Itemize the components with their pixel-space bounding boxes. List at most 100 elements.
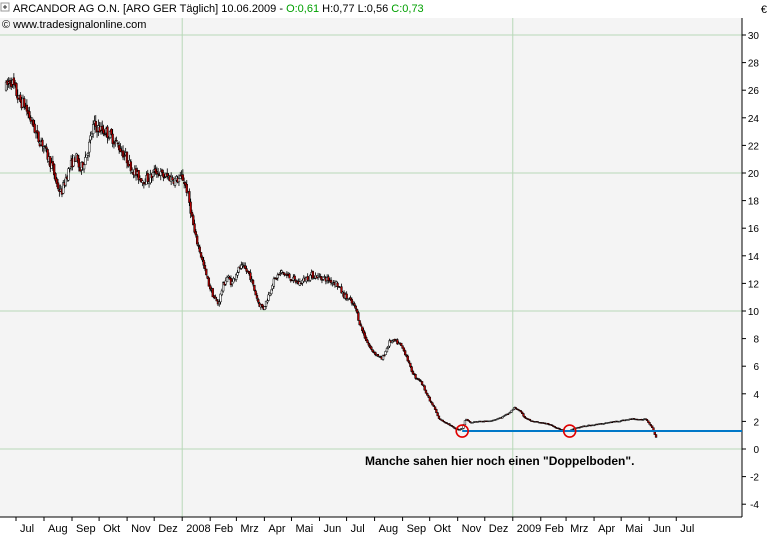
ytick-label: 10 xyxy=(748,307,760,318)
ytick-label: 28 xyxy=(748,59,760,70)
candle xyxy=(327,274,330,284)
candle xyxy=(115,136,118,142)
candle xyxy=(361,326,364,333)
candle xyxy=(309,273,312,282)
candle xyxy=(25,99,29,116)
candle-body xyxy=(553,426,556,428)
candle-body xyxy=(53,164,56,176)
candle-body xyxy=(257,299,260,303)
candle-body xyxy=(439,418,442,421)
candle-body xyxy=(94,120,97,127)
candle xyxy=(387,345,390,350)
candle xyxy=(431,402,434,406)
candle-body xyxy=(396,339,399,345)
candle xyxy=(245,265,248,275)
candle-body xyxy=(411,371,415,375)
candle xyxy=(439,418,442,421)
candle xyxy=(205,268,208,276)
candle xyxy=(222,281,225,293)
candle xyxy=(396,338,399,345)
candle-body xyxy=(336,282,339,287)
candle xyxy=(422,384,425,387)
ytick-label: -2 xyxy=(750,473,759,484)
candle-body xyxy=(647,420,650,423)
candle xyxy=(385,346,389,353)
candle xyxy=(528,418,532,421)
candle xyxy=(82,163,86,173)
candle xyxy=(404,349,407,356)
candle xyxy=(255,292,259,301)
candle-body xyxy=(33,123,36,133)
candle xyxy=(272,276,276,289)
candle-body xyxy=(357,312,360,321)
candle-body xyxy=(43,145,47,147)
candle-body xyxy=(431,402,434,406)
copyright-text: © www.tradesignalonline.com xyxy=(2,19,146,31)
candle-body xyxy=(504,414,507,416)
candle xyxy=(198,244,201,254)
candle-body xyxy=(266,300,269,303)
candle-body xyxy=(272,278,276,287)
candle-body xyxy=(88,141,91,153)
candle xyxy=(253,284,256,292)
candle xyxy=(450,425,454,427)
candle-body xyxy=(205,268,208,276)
candle-body xyxy=(422,384,425,386)
candle-body xyxy=(236,272,239,276)
candle-body xyxy=(436,412,439,417)
candle xyxy=(41,137,44,152)
candle-body xyxy=(225,277,229,283)
ytick-label: 2 xyxy=(753,417,759,428)
candle xyxy=(423,385,426,391)
candle-body xyxy=(37,131,40,142)
candle xyxy=(114,137,117,147)
candle-body xyxy=(4,81,8,91)
xtick-label: Nov xyxy=(462,523,482,535)
overlays xyxy=(455,424,742,438)
candle xyxy=(519,410,523,413)
candle-body xyxy=(651,425,654,428)
candle-body xyxy=(558,428,562,430)
candle xyxy=(448,423,451,426)
candle xyxy=(283,272,286,277)
candle-body xyxy=(219,293,222,303)
candle-body xyxy=(77,158,81,168)
candle xyxy=(381,354,385,361)
candle-body xyxy=(415,377,419,380)
candle-body xyxy=(131,169,134,173)
candle-body xyxy=(28,111,31,119)
ytick-label: -4 xyxy=(750,500,759,511)
candle-body xyxy=(414,374,417,379)
candle xyxy=(419,379,422,383)
candle-body xyxy=(220,290,224,296)
candle xyxy=(508,412,511,415)
candle xyxy=(220,288,224,297)
candle-body xyxy=(522,413,525,417)
candle xyxy=(432,404,435,407)
candle-body xyxy=(54,173,57,181)
candle-body xyxy=(374,351,377,355)
xtick-label: Dez xyxy=(489,523,509,535)
candle-body xyxy=(467,420,471,422)
candle-body xyxy=(90,133,94,137)
xtick-label: Feb xyxy=(214,523,233,535)
xtick-label: Mrz xyxy=(570,523,588,535)
ytick-label: 24 xyxy=(748,114,760,125)
candle-body xyxy=(267,294,270,301)
candle xyxy=(502,415,506,417)
candle-body xyxy=(409,362,412,367)
candle-body xyxy=(420,381,424,386)
candle-body xyxy=(371,349,374,353)
candle xyxy=(517,408,520,411)
candle xyxy=(288,272,291,279)
candle xyxy=(45,143,48,153)
candle xyxy=(33,119,36,134)
candle xyxy=(649,424,653,427)
currency-label: € xyxy=(761,4,767,16)
candle xyxy=(4,80,8,92)
candle-body xyxy=(19,94,22,102)
candle xyxy=(231,279,234,287)
candle xyxy=(521,411,524,415)
candle-body xyxy=(466,418,469,421)
